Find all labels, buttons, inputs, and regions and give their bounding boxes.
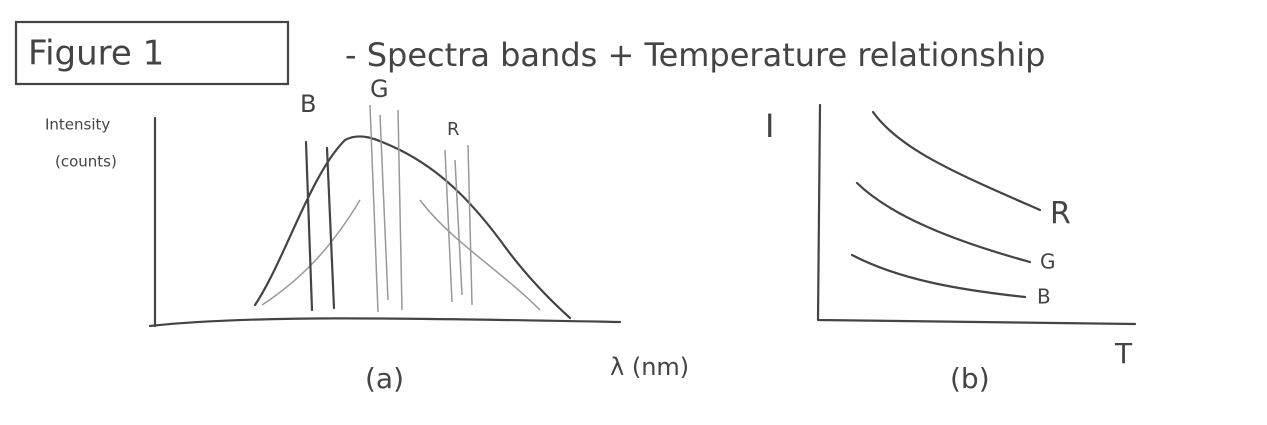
panel-a: B G R Intensity (counts) λ (nm) (a) [45, 75, 689, 395]
curve-g [855, 181, 1032, 264]
figure-title: - Spectra bands + Temperature relationsh… [345, 36, 1045, 74]
band-b [304, 140, 336, 312]
figure-label: Figure 1 [28, 34, 164, 74]
y-label: (counts) [55, 153, 117, 171]
axes [816, 103, 1137, 326]
title-box [14, 20, 290, 86]
caption: (a) [365, 362, 404, 395]
band-label: G [370, 75, 389, 103]
shading [261, 199, 541, 311]
x-label: λ (nm) [610, 353, 689, 381]
band-label: R [447, 119, 460, 140]
caption: (b) [950, 362, 990, 395]
band-r [444, 144, 473, 306]
x-label: T [1114, 337, 1133, 370]
curve-label: G [1040, 250, 1056, 274]
curve-label: B [1037, 285, 1051, 309]
y-label: Intensity [45, 116, 110, 134]
band-label: B [300, 90, 316, 118]
panel-b: R G B I T (b) [765, 103, 1137, 395]
spectrum-curve [253, 135, 572, 320]
curve-b [850, 253, 1027, 299]
curve-label: R [1050, 197, 1071, 232]
axes [148, 116, 622, 328]
y-label: I [765, 107, 774, 145]
curve-r [871, 110, 1042, 212]
band-g [369, 104, 403, 313]
